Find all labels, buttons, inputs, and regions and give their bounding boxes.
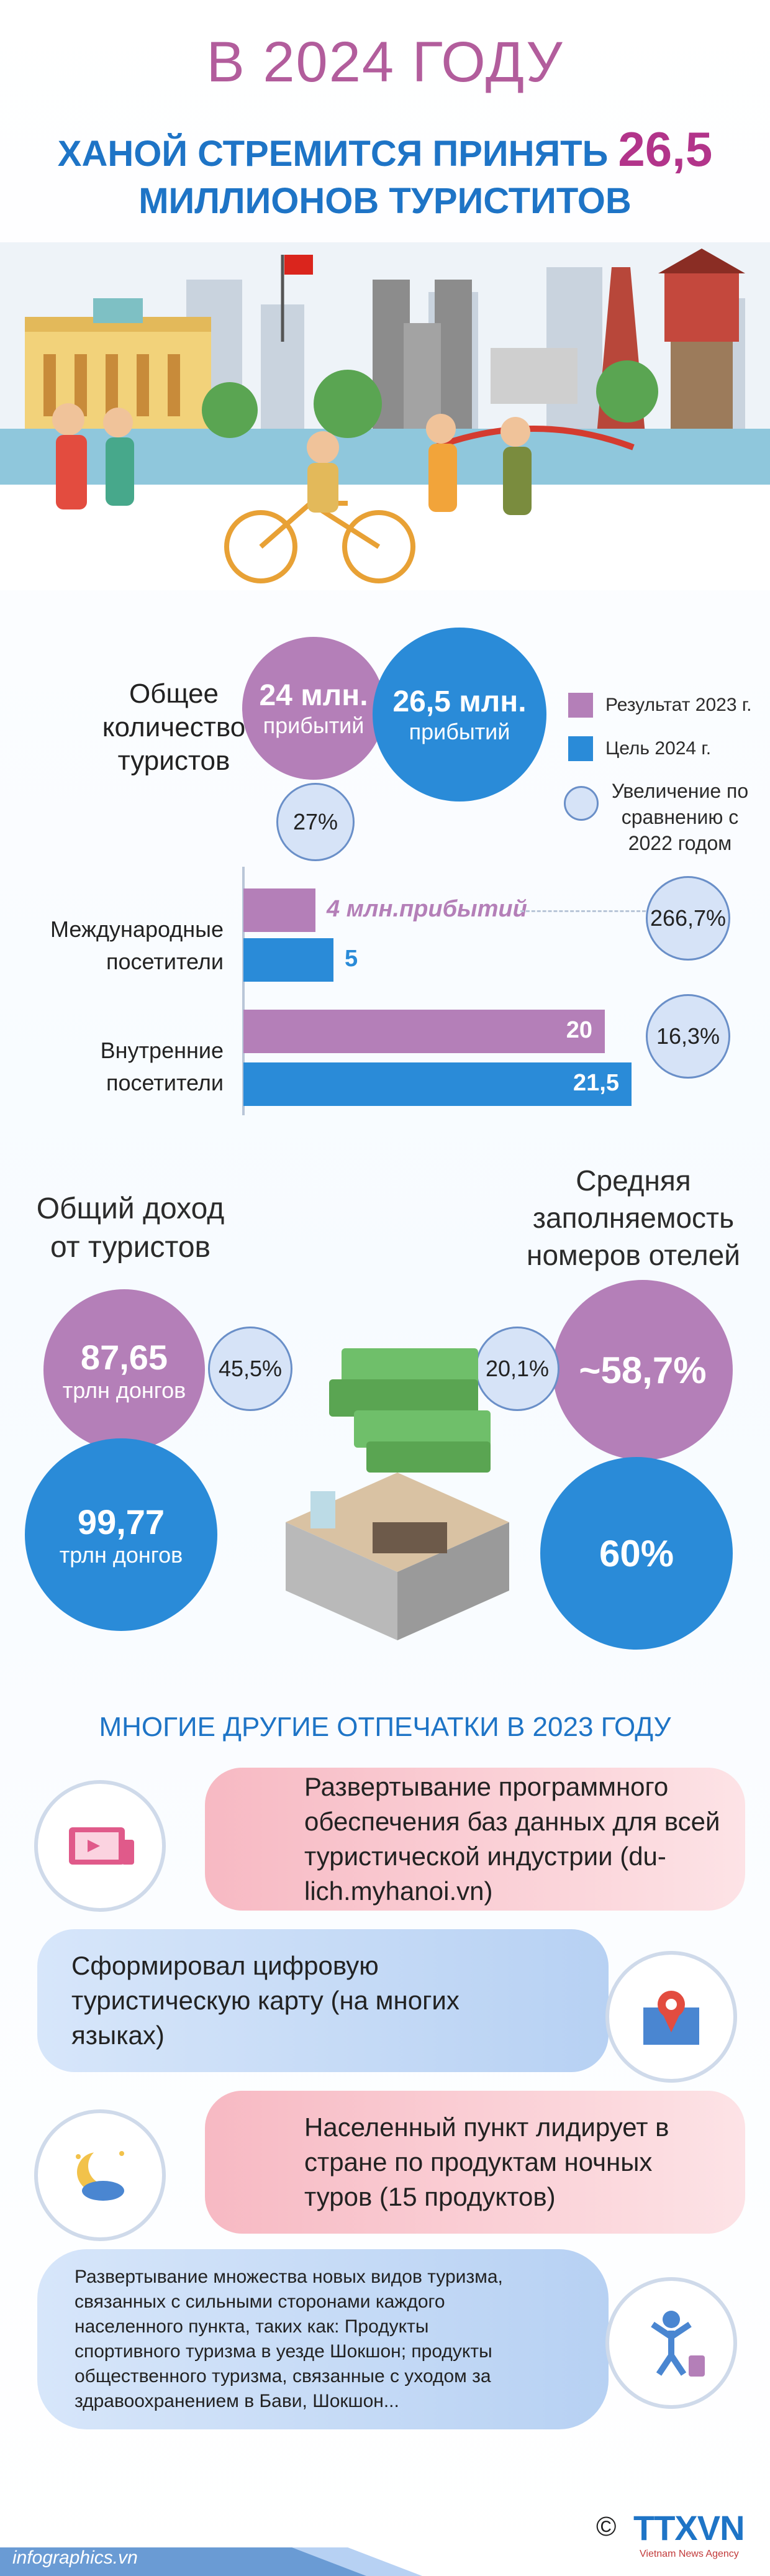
bar-increase-circle: 16,3% [646, 994, 730, 1079]
imprint-item-3-text: Населенный пункт лидирует в стране по пр… [304, 2112, 669, 2211]
money-hotel-room-illustration [286, 1348, 509, 1640]
map-pin-icon [605, 1951, 737, 2083]
visitors-2024-value: 26,5 млн. [392, 685, 527, 718]
visitors-2023-circle: 24 млн. прибытий [242, 637, 385, 780]
visitors-2024-unit: прибытий [409, 718, 510, 744]
revenue-increase-circle: 45,5% [208, 1327, 292, 1411]
imprint-item-2: Сформировал цифровую туристическую карту… [37, 1929, 609, 2072]
revenue-label: Общий доход от туристов [36, 1192, 225, 1264]
occupancy-increase-circle: 20,1% [475, 1327, 559, 1411]
sports-icon [605, 2277, 737, 2409]
occupancy-2023-circle: ~58,7% [553, 1280, 733, 1460]
bar-dashed-guide [520, 910, 646, 912]
hotel-room-icon [286, 1473, 509, 1640]
category-domestic: Внутренние посетители [100, 1038, 224, 1095]
occupancy-2023-value: ~58,7% [579, 1349, 707, 1391]
hanoi-landmarks-illustration [0, 242, 770, 590]
bar-international-2023 [243, 888, 315, 932]
header-subtitle-text: ХАНОЙ СТРЕМИТСЯ ПРИНЯТЬ [57, 134, 609, 174]
money-stack-icon [329, 1348, 491, 1473]
revenue-2024-circle: 99,77 трлн донгов [25, 1438, 217, 1631]
occupancy-2024-value: 60% [599, 1532, 674, 1574]
header-number: 26,5 [618, 122, 713, 176]
devices-icon [34, 1780, 166, 1912]
imprint-item-4: Развертывание множества новых видов тури… [37, 2249, 609, 2429]
imprint-item-4-text: Развертывание множества новых видов тури… [75, 2267, 503, 2411]
imprint-item-3: Населенный пункт лидирует в стране по пр… [205, 2091, 745, 2234]
footer-copyright: © [596, 2511, 617, 2542]
mausoleum-icon [491, 348, 578, 404]
tourists-icon [52, 403, 532, 515]
bar-value-label: 4 млн.прибытий [327, 896, 527, 922]
legend-result-swatch [568, 693, 593, 718]
imprints-title: МНОГИЕ ДРУГИЕ ОТПЕЧАТКИ В 2023 ГОДУ [99, 1712, 671, 1742]
bar-value-label: 5 [345, 946, 358, 972]
legend-target-label: Цель 2024 г. [605, 738, 712, 759]
revenue-2024-value: 99,77 [77, 1502, 165, 1541]
header-title: В 2024 ГОДУ [206, 30, 564, 94]
occupancy-label: Средняя заполняемость номеров отелей [527, 1164, 740, 1271]
legend-increase-swatch [564, 786, 599, 821]
bar-value-label: 21,5 [573, 1070, 619, 1096]
bar-value-label: 20 [566, 1017, 592, 1043]
revenue-2024-unit: трлн донгов [59, 1541, 183, 1568]
header-subtitle: ХАНОЙ СТРЕМИТСЯ ПРИНЯТЬ 26,5 [0, 121, 770, 178]
total-visitors-label: Общее количество туристов [102, 678, 246, 776]
occupancy-2024-circle: 60% [540, 1457, 733, 1650]
imprint-item-1: Развертывание программного обеспечения б… [205, 1768, 745, 1911]
bar-axis-line [242, 867, 245, 1115]
bar-domestic-2023 [243, 1010, 605, 1053]
tower-icon [658, 249, 745, 435]
bar-domestic-2024 [243, 1062, 632, 1106]
moon-icon [34, 2109, 166, 2241]
visitors-2024-circle: 26,5 млн. прибытий [373, 628, 546, 802]
category-international: Международные посетители [50, 916, 224, 974]
imprint-item-2-text: Сформировал цифровую туристическую карту… [71, 1951, 460, 2050]
visitors-2023-unit: прибытий [263, 712, 365, 738]
header-subtitle-line3: МИЛЛИОНОВ ТУРИСТИТОВ [138, 181, 632, 221]
bar-international-2024 [243, 938, 333, 982]
revenue-2023-value: 87,65 [80, 1337, 168, 1377]
revenue-2023-unit: трлн донгов [62, 1377, 186, 1403]
footer-logo: TTXVN [633, 2508, 745, 2547]
revenue-2023-circle: 87,65 трлн донгов [43, 1289, 205, 1451]
legend-result-label: Результат 2023 г. [605, 695, 752, 715]
legend-increase-label: Увеличение по сравнению с 2022 годом [611, 780, 749, 854]
footer-site: infographics.vn [12, 2547, 138, 2568]
visitors-increase-circle: 27% [276, 783, 355, 861]
legend-target-swatch [568, 736, 593, 761]
visitors-2023-value: 24 млн. [259, 678, 368, 712]
footer-agency: Vietnam News Agency [640, 2549, 739, 2559]
imprint-item-1-text: Развертывание программного обеспечения б… [304, 1772, 720, 1906]
bar-increase-circle: 266,7% [646, 876, 730, 961]
footer-band [0, 2539, 770, 2576]
